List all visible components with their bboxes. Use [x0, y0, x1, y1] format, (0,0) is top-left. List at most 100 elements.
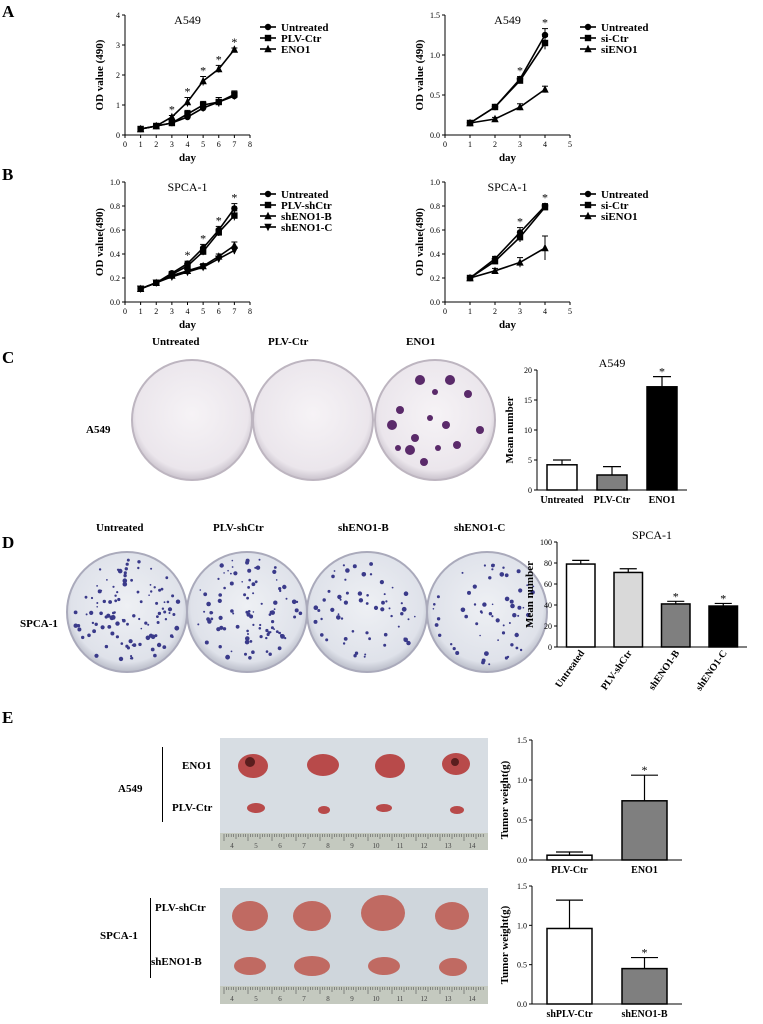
ruler-label: 13	[445, 995, 453, 1003]
legend-marker	[584, 211, 592, 220]
colony-dot	[248, 656, 252, 660]
colony-row-label-d: SPCA-1	[20, 618, 58, 630]
bar	[646, 386, 678, 491]
data-point	[168, 273, 176, 281]
bar-chart-spca1-tumor-weight: 0.0 0.5 1.0 1.5 Tumor weight(g) shPLV-Ctr * shE…	[499, 882, 682, 1020]
colony-dot	[243, 593, 247, 597]
colony-dot	[122, 581, 128, 587]
colony-dot	[452, 647, 456, 651]
colony-dot	[132, 643, 137, 647]
data-point	[168, 112, 176, 121]
colony-dot	[218, 645, 222, 649]
colony-dot	[258, 627, 262, 630]
colony-dot	[174, 625, 180, 631]
y-tick-label: 1.0	[430, 178, 440, 187]
colony-dot	[125, 562, 129, 566]
ruler-label: 7	[302, 995, 306, 1003]
data-point	[136, 285, 145, 293]
colony-dot	[455, 651, 460, 655]
colony-dot	[450, 643, 453, 646]
colony-dot	[136, 590, 140, 594]
ruler-label: 5	[254, 995, 258, 1003]
y-tick-label: 4	[116, 11, 120, 20]
colony-dot	[210, 617, 214, 621]
colony-dot	[203, 592, 208, 597]
ruler-label: 6	[278, 995, 282, 1003]
data-point	[231, 91, 238, 98]
legend-label: shENO1-C	[281, 222, 332, 234]
category-label: Untreated	[540, 495, 584, 506]
colony-dot	[96, 585, 98, 587]
colony-dot	[327, 589, 331, 593]
significance-star: *	[169, 103, 175, 117]
y-tick-label: 3	[116, 41, 120, 50]
y-tick-label: 1.0	[517, 921, 527, 930]
colony-dot	[216, 627, 221, 632]
colony-dot	[272, 569, 277, 574]
colony-dot	[491, 615, 494, 618]
colony-dot	[530, 590, 535, 595]
y-tick-label: 100	[540, 538, 552, 547]
colony-dot	[81, 635, 85, 640]
colony-dot	[251, 582, 256, 587]
y-tick-label: 20	[524, 366, 532, 375]
colony-dot	[271, 620, 275, 624]
colony-dot	[390, 614, 393, 618]
colony-dot	[280, 634, 285, 639]
colony-dot	[433, 603, 436, 606]
significance-star: *	[659, 365, 665, 379]
x-axis-label: day	[179, 319, 197, 331]
colony-dot	[282, 584, 287, 590]
data-point	[466, 273, 474, 282]
colony-dot	[122, 578, 128, 583]
tumor-photo-a549: 4 5 6 7 8 9 10 11 12 13 14	[220, 738, 488, 850]
tumor-bracket-top	[162, 747, 163, 822]
colony-dot	[115, 635, 119, 639]
tumor-row-label-bottom-1: shENO1-B	[151, 956, 202, 968]
colony-dot	[110, 631, 115, 636]
colony-dot	[325, 638, 329, 642]
category-label: shENO1-C	[694, 648, 730, 693]
colony-dot	[364, 653, 367, 656]
colony-dot	[265, 636, 268, 640]
x-tick-label: 2	[493, 140, 497, 149]
colony-dot	[400, 602, 403, 605]
chart-title: A549	[599, 356, 626, 370]
data-point	[199, 101, 207, 109]
bar	[596, 474, 628, 491]
colony-dot	[488, 576, 492, 580]
bar	[621, 800, 668, 861]
category-label: Untreated	[553, 648, 587, 690]
significance-star: *	[720, 591, 726, 605]
bar	[613, 571, 644, 648]
colony-dot	[128, 639, 133, 644]
chart-title: SPCA-1	[167, 180, 207, 194]
colony-dot	[353, 654, 357, 658]
y-tick-label: 2	[116, 71, 120, 80]
legend-marker	[584, 201, 592, 209]
colony-dot	[278, 587, 282, 591]
dish-label-c-1: PLV-Ctr	[268, 336, 309, 348]
x-tick-label: 8	[248, 140, 252, 149]
colony-dot	[351, 630, 355, 633]
category-label: PLV-Ctr	[551, 865, 588, 876]
colony-dot	[168, 612, 171, 614]
colony-dot	[265, 650, 269, 653]
y-tick-label: 1.5	[430, 11, 440, 20]
colony-dot	[336, 615, 341, 620]
x-tick-label: 1	[139, 140, 143, 149]
colony-dot	[130, 578, 133, 582]
colony-dot	[162, 645, 167, 649]
x-tick-label: 5	[201, 307, 205, 316]
bar	[565, 563, 596, 648]
y-tick-label: 1.0	[110, 178, 120, 187]
colony-dot	[293, 615, 297, 619]
colony-dot	[249, 640, 253, 643]
colony-dot	[150, 590, 153, 593]
data-point	[491, 258, 499, 265]
y-axis-label: Mean number	[504, 396, 516, 463]
y-tick-label: 1.5	[517, 882, 527, 891]
data-point	[152, 121, 160, 130]
colony-dot	[366, 594, 369, 597]
colony-dot	[259, 635, 263, 639]
